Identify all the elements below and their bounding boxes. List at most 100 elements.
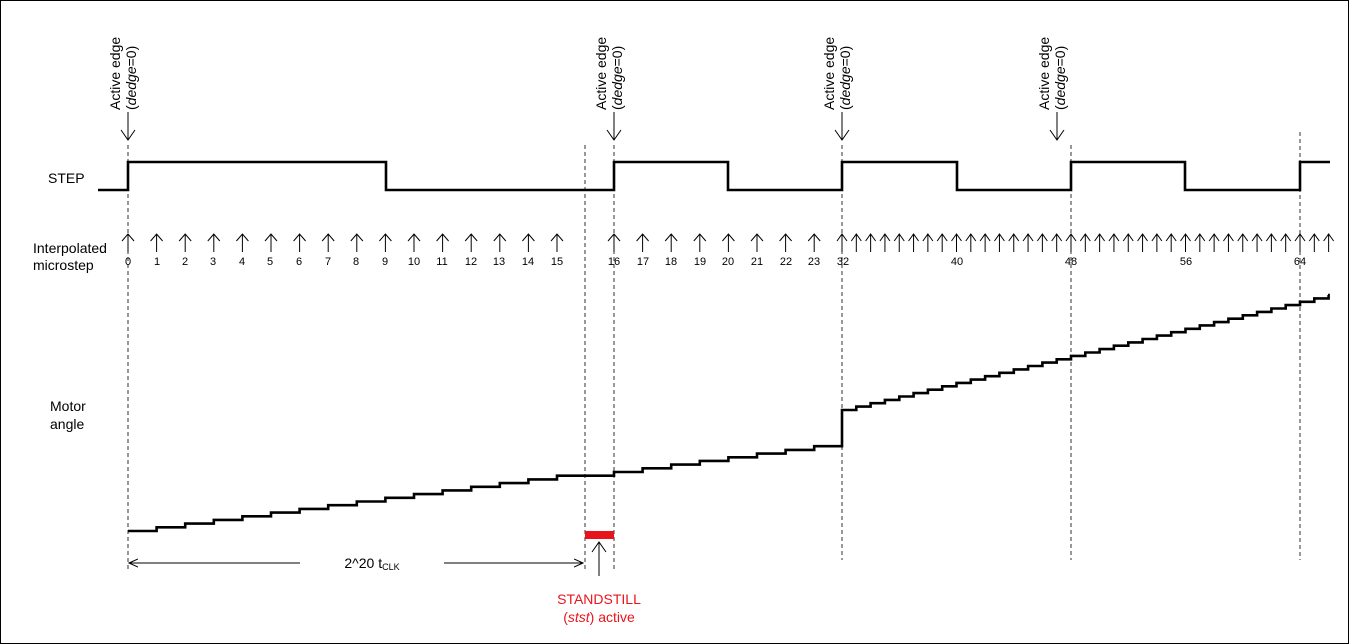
arrowhead-icon xyxy=(591,541,607,553)
up-arrow-icon xyxy=(979,233,991,252)
up-arrow-icon xyxy=(379,233,392,252)
arrowhead-icon xyxy=(834,129,850,141)
stst-label: (stst) active xyxy=(563,609,635,625)
microstep-number: 3 xyxy=(210,256,216,268)
dedge-text: (dedge=0) xyxy=(609,46,625,110)
microstep-number: 5 xyxy=(267,256,273,268)
microstep-arrows xyxy=(121,233,1335,252)
up-arrow-icon xyxy=(936,233,948,252)
up-arrow-icon xyxy=(1065,233,1077,252)
up-arrow-icon xyxy=(436,233,449,252)
active-edge-text: Active edge xyxy=(1036,37,1052,110)
up-arrow-icon xyxy=(636,233,649,252)
up-arrow-icon xyxy=(664,233,678,252)
active-edge-annotation-1: Active edge (dedge=0) xyxy=(107,37,139,141)
up-arrow-icon xyxy=(922,233,934,252)
up-arrow-icon xyxy=(908,233,919,252)
active-edge-annotation-2: Active edge (dedge=0) xyxy=(593,37,625,141)
up-arrow-icon xyxy=(1022,233,1034,252)
microstep-number: 2 xyxy=(182,256,188,268)
microstep-number: 4 xyxy=(239,256,245,268)
up-arrow-icon xyxy=(1180,233,1191,252)
up-arrow-icon xyxy=(493,233,507,252)
up-arrow-icon xyxy=(836,233,848,252)
microstep-number: 10 xyxy=(408,256,420,268)
microstep-number: 21 xyxy=(751,256,763,268)
up-arrow-icon xyxy=(1308,233,1320,252)
up-arrow-icon xyxy=(607,233,621,252)
dedge-text: (dedge=0) xyxy=(1052,46,1068,110)
active-edge-annotation-4: Active edge (dedge=0) xyxy=(1036,37,1068,141)
microstep-number: 19 xyxy=(694,256,706,268)
up-arrow-icon xyxy=(865,233,877,252)
motor-angle-label-line2: angle xyxy=(50,416,84,432)
up-arrow-icon xyxy=(693,233,707,252)
microstep-number: 23 xyxy=(808,256,820,268)
dedge-text: (dedge=0) xyxy=(837,46,853,110)
standstill-bar xyxy=(585,531,614,539)
microstep-number: 22 xyxy=(780,256,792,268)
up-arrow-icon xyxy=(1208,233,1220,252)
up-arrow-icon xyxy=(807,233,821,252)
microstep-label-line1: Interpolated xyxy=(33,240,107,256)
up-arrow-icon xyxy=(1108,233,1120,252)
up-arrow-icon xyxy=(1251,233,1263,252)
up-arrow-icon xyxy=(1280,233,1292,252)
up-arrow-icon xyxy=(1223,233,1234,252)
up-arrow-icon xyxy=(464,233,478,252)
microstep-number: 11 xyxy=(436,256,447,268)
up-arrow-icon xyxy=(350,233,364,252)
up-arrow-icon xyxy=(1237,233,1249,252)
up-arrow-icon xyxy=(207,233,221,252)
microstep-numbers: 0 1 2 3 4 5 6 7 8 9 10 11 12 13 14 15 16… xyxy=(125,256,1306,268)
up-arrow-icon xyxy=(965,233,977,252)
up-arrow-icon xyxy=(850,233,862,252)
up-arrow-icon xyxy=(1122,233,1134,252)
up-arrow-icon xyxy=(722,233,735,252)
up-arrow-icon xyxy=(893,233,905,252)
up-arrow-icon xyxy=(150,233,163,252)
up-arrow-icon xyxy=(1036,233,1048,252)
microstep-number: 32 xyxy=(837,256,849,268)
microstep-number: 1 xyxy=(154,256,160,268)
standstill-label: STANDSTILL xyxy=(557,591,641,607)
arrowhead-icon xyxy=(606,129,622,141)
up-arrow-icon xyxy=(522,233,535,252)
up-arrow-icon xyxy=(1008,233,1020,252)
up-arrow-icon xyxy=(407,233,421,252)
microstep-number: 9 xyxy=(382,256,388,268)
timing-label: 2^20 tCLK xyxy=(344,555,399,572)
up-arrow-icon xyxy=(121,233,135,252)
up-arrow-icon xyxy=(264,233,278,252)
up-arrow-icon xyxy=(1094,233,1106,252)
motor-angle-label-line1: Motor xyxy=(50,398,86,414)
microstep-number: 48 xyxy=(1065,256,1077,268)
active-edge-text: Active edge xyxy=(593,37,609,110)
microstep-number: 18 xyxy=(665,256,677,268)
active-edge-annotation-3: Active edge (dedge=0) xyxy=(821,37,853,141)
up-arrow-icon xyxy=(994,233,1005,252)
microstep-number: 0 xyxy=(125,256,131,268)
arrowhead-icon xyxy=(120,129,136,141)
active-edge-text: Active edge xyxy=(821,37,837,110)
up-arrow-icon xyxy=(293,233,306,252)
up-arrow-icon xyxy=(951,233,962,252)
up-arrow-icon xyxy=(879,233,891,252)
step-waveform xyxy=(98,160,1330,192)
microstep-label-line2: microstep xyxy=(33,257,94,273)
microstep-number: 16 xyxy=(608,256,620,268)
up-arrow-icon xyxy=(1265,233,1277,252)
microstep-number: 64 xyxy=(1294,256,1306,268)
up-arrow-icon xyxy=(1051,233,1063,252)
microstep-number: 20 xyxy=(722,256,734,268)
microstep-number: 13 xyxy=(493,256,505,268)
arrowhead-icon xyxy=(1049,129,1065,141)
dedge-text: (dedge=0) xyxy=(123,46,139,110)
microstep-number: 8 xyxy=(353,256,359,268)
up-arrow-icon xyxy=(1165,233,1177,252)
up-arrow-icon xyxy=(550,233,564,252)
microstep-number: 40 xyxy=(951,256,963,268)
microstep-number: 7 xyxy=(325,256,331,268)
